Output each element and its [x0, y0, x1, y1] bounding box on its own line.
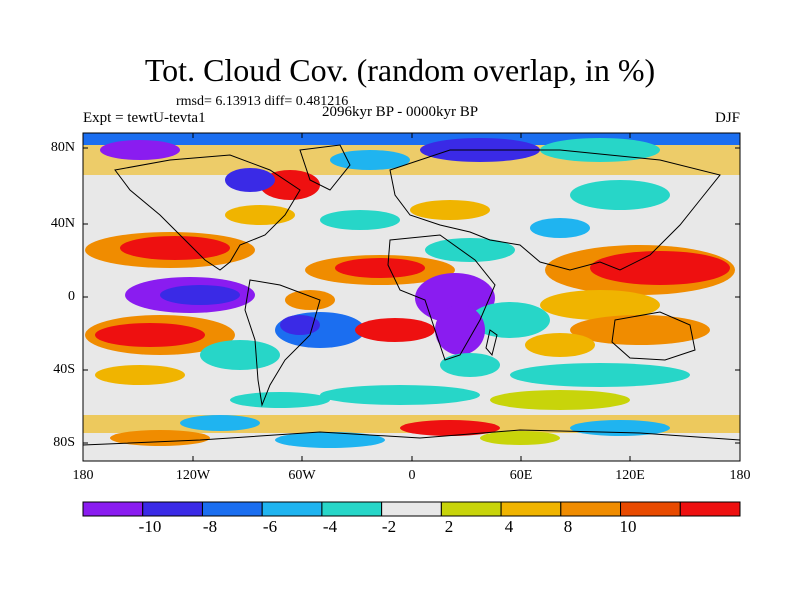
colorbar-label: 2 — [444, 517, 454, 536]
lon-label-180w: 180 — [72, 468, 94, 483]
lon-label-60w: 60W — [288, 468, 316, 483]
period-label: 2096kyr BP - 0000kyr BP — [321, 104, 479, 120]
lat-label-eq: 0 — [68, 289, 75, 304]
lat-label-40s: 40S — [53, 362, 75, 377]
axis-ticks — [83, 133, 740, 461]
colorbar-label: -10 — [138, 517, 162, 536]
season-label: DJF — [714, 110, 740, 126]
map-plot-area — [83, 133, 740, 461]
colorbar-label: -2 — [381, 517, 397, 536]
lon-label-180e: 180 — [729, 468, 751, 483]
colorbar-box — [201, 501, 263, 517]
colorbar-box — [440, 501, 502, 517]
experiment-label: Expt = tewtU-tevta1 — [83, 110, 206, 126]
colorbar-label: -6 — [262, 517, 278, 536]
lon-label-60e: 60E — [509, 468, 533, 483]
lon-label-0: 0 — [408, 468, 416, 483]
map-title: Tot. Cloud Cov. (random overlap, in %) — [144, 52, 656, 88]
colorbar-label: -8 — [202, 517, 218, 536]
colorbar-box — [142, 501, 203, 517]
anomaly-field — [83, 133, 740, 448]
colorbar-box — [82, 501, 144, 517]
lat-label-80s: 80S — [53, 435, 75, 450]
stats-text: rmsd= 6.13913 diff= 0.481216 — [176, 94, 349, 109]
colorbar-label: 10 — [619, 517, 637, 536]
lat-label-40n: 40N — [50, 216, 75, 231]
colorbar-box — [381, 501, 442, 517]
colorbar-label: -4 — [322, 517, 338, 536]
colorbar-box — [620, 501, 681, 517]
colorbar-label: 4 — [504, 517, 514, 536]
lon-label-120w: 120W — [175, 468, 211, 483]
coastlines — [83, 144, 740, 446]
colorbar-box — [321, 501, 383, 517]
colorbar-box — [261, 501, 323, 517]
lon-label-120e: 120E — [615, 468, 645, 483]
colorbar — [82, 501, 741, 517]
colorbar-box — [560, 501, 622, 517]
colorbar-label: 8 — [563, 517, 573, 536]
colorbar-box — [500, 501, 562, 517]
lat-label-80n: 80N — [50, 140, 75, 155]
colorbar-box — [679, 501, 741, 517]
